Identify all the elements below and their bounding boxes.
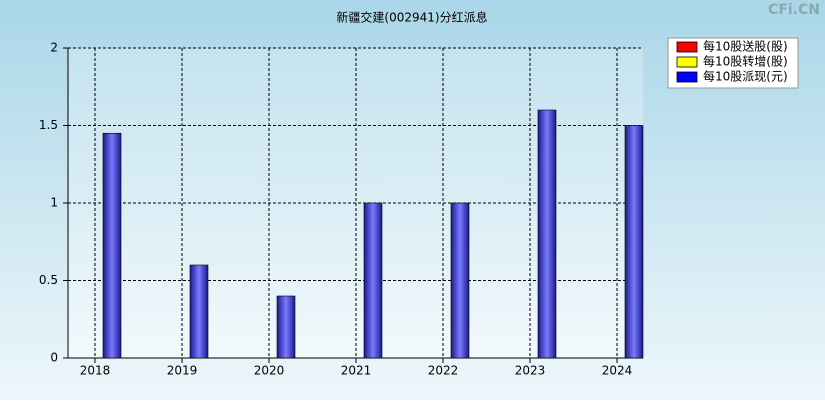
y-tick-label: 1	[50, 196, 58, 210]
legend-swatch	[676, 56, 698, 68]
bar	[276, 295, 296, 359]
legend-label: 每10股转增(股)	[703, 54, 788, 69]
x-tick-label: 2019	[167, 364, 198, 378]
x-tick-label: 2023	[515, 364, 546, 378]
x-tick-label: 2024	[602, 364, 633, 378]
bar	[189, 264, 209, 359]
legend-label: 每10股派现(元)	[703, 69, 788, 84]
chart-title: 新疆交建(002941)分红派息	[336, 10, 487, 25]
legend-swatch	[676, 41, 698, 53]
y-tick-label: 0.5	[39, 273, 58, 287]
legend-swatch	[676, 71, 698, 83]
bar	[624, 125, 644, 359]
x-tick-label: 2020	[254, 364, 285, 378]
legend-label: 每10股送股(股)	[703, 39, 788, 54]
bar	[450, 202, 470, 359]
bar	[363, 202, 383, 359]
x-tick-label: 2018	[80, 364, 111, 378]
bar	[537, 109, 557, 359]
x-tick-label: 2021	[341, 364, 372, 378]
watermark: CFi.CN	[768, 2, 820, 18]
x-tick-label: 2022	[428, 364, 459, 378]
y-tick-label: 1.5	[39, 118, 58, 132]
bar	[102, 132, 122, 359]
y-tick-label: 0	[50, 351, 58, 365]
y-tick-label: 2	[50, 41, 58, 55]
